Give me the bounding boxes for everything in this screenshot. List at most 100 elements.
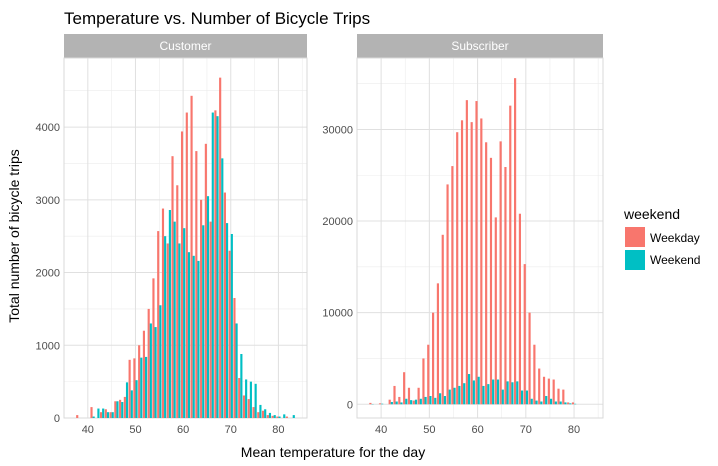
bar-weekday <box>460 120 464 405</box>
bar-weekend <box>564 402 567 405</box>
bar-weekday <box>398 396 401 405</box>
bar-weekday <box>285 416 288 418</box>
x-axis-title: Mean temperature for the day <box>241 444 425 460</box>
bar-weekday <box>276 416 279 418</box>
bar-weekend <box>535 400 538 405</box>
bar-weekday <box>412 400 415 405</box>
bar-weekend <box>278 416 281 418</box>
bar-weekday <box>223 192 226 418</box>
bar-weekend <box>102 408 105 418</box>
bar-weekday <box>157 231 160 418</box>
bar-weekend <box>154 327 157 418</box>
bar-weekend <box>525 390 528 405</box>
x-tick-label: 60 <box>471 424 483 436</box>
bar-weekend <box>521 390 524 405</box>
bar-weekday <box>567 402 570 405</box>
bar-weekend <box>187 252 191 418</box>
bar-weekend <box>419 398 422 405</box>
bar-weekend <box>511 382 514 405</box>
bar-weekend <box>506 381 509 405</box>
bar-weekend <box>97 408 100 418</box>
bar-weekend <box>211 112 214 418</box>
bar-weekend <box>106 412 110 418</box>
bar-weekend <box>273 415 276 418</box>
bar-weekday <box>138 345 141 418</box>
bar-weekday <box>123 396 126 418</box>
bar-weekend <box>458 385 461 405</box>
bar-weekend <box>530 398 533 405</box>
panel-border <box>356 57 604 419</box>
bar-weekday <box>571 402 575 405</box>
bar-weekend <box>183 228 186 418</box>
bar-weekend <box>249 381 252 418</box>
bar-weekday <box>209 221 212 418</box>
bar-weekend <box>173 221 176 418</box>
bar-weekday <box>403 372 406 405</box>
y-tick-label: 1000 <box>36 340 60 352</box>
bar-weekday <box>528 312 531 405</box>
bar-weekend <box>559 401 562 405</box>
bar-weekend <box>453 387 456 405</box>
panel-border <box>63 57 308 419</box>
bar-weekend <box>135 380 138 418</box>
bar-weekday <box>152 278 155 418</box>
bar-weekend <box>226 223 229 418</box>
bar-weekday <box>228 250 231 418</box>
bar-weekday <box>552 379 555 405</box>
panel-subscriber: Subscriber 0 10000 20000 30000 40 50 60 70 80 <box>322 34 604 436</box>
panel-customer: Customer 0 1000 2000 3000 4000 40 50 60 70 80 <box>36 34 308 436</box>
bar-weekend <box>496 379 500 405</box>
bar-weekday <box>407 387 411 405</box>
bar-weekend <box>192 255 195 418</box>
bar-weekend <box>268 412 272 418</box>
bar-weekend <box>164 236 167 418</box>
bar-weekend <box>159 305 162 418</box>
bar-weekday <box>76 415 79 418</box>
bar-weekday <box>204 143 207 418</box>
bar-weekday <box>388 399 391 405</box>
bar-weekday <box>171 156 174 418</box>
bar-weekend <box>405 398 408 405</box>
bar-weekend <box>549 398 553 405</box>
bar-weekday <box>456 132 459 405</box>
bar-weekend <box>554 401 557 405</box>
bar-weekday <box>166 243 169 418</box>
bar-weekend <box>130 390 133 418</box>
bar-weekend <box>545 396 548 405</box>
bar-weekday <box>393 385 396 405</box>
bar-weekday <box>557 388 560 405</box>
bar-weekend <box>501 389 504 405</box>
bar-weekday <box>441 234 444 405</box>
bar-weekday <box>542 376 546 405</box>
bar-weekday <box>176 185 179 418</box>
bar-weekend <box>463 383 466 405</box>
bar-weekend <box>145 356 148 418</box>
bar-weekend <box>424 396 427 405</box>
bar-weekday <box>475 101 478 405</box>
facet-strip <box>64 34 307 58</box>
bar-weekend <box>149 323 152 418</box>
bar-weekend <box>121 402 124 418</box>
y-tick-label: 20000 <box>322 216 353 228</box>
x-tick-label: 70 <box>225 424 237 436</box>
bar-weekday <box>161 208 165 418</box>
legend-key-weekend <box>625 250 645 270</box>
bar-weekday <box>436 283 439 405</box>
bar-weekend <box>516 381 519 405</box>
bar-weekday <box>470 122 473 405</box>
bar-weekend <box>569 403 572 405</box>
bar-weekend <box>292 415 295 418</box>
bar-weekday <box>562 389 565 405</box>
bar-weekend <box>492 379 495 405</box>
bar-weekend <box>221 158 224 418</box>
bar-weekday <box>514 78 517 405</box>
bar-weekday <box>261 410 265 418</box>
bar-weekend <box>202 225 205 418</box>
bar-weekday <box>451 166 454 405</box>
bar-weekday <box>518 213 521 405</box>
bar-weekend <box>448 389 451 405</box>
bar-weekday <box>547 378 550 405</box>
x-tick-label: 40 <box>82 424 94 436</box>
bar-weekday <box>504 167 507 405</box>
